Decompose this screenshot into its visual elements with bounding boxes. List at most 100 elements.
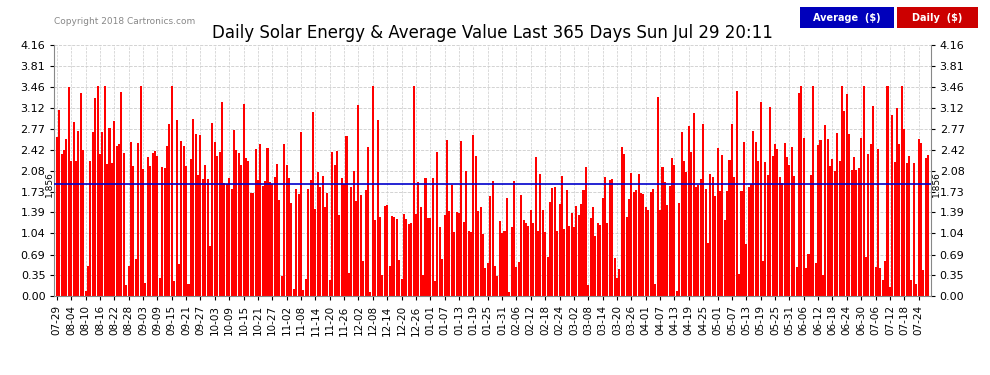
Bar (202, 178, 204, 296)
Bar (793, 176, 795, 296)
Bar (448, 211, 450, 296)
Bar (582, 190, 584, 296)
Bar (379, 217, 381, 296)
Bar (781, 183, 783, 296)
Bar (688, 126, 690, 296)
Bar (126, 285, 128, 296)
Bar (882, 280, 884, 296)
Bar (928, 155, 930, 296)
Bar (815, 263, 817, 296)
Bar (553, 188, 555, 296)
Bar (850, 170, 852, 296)
Bar (479, 207, 481, 296)
Bar (659, 210, 661, 296)
Bar (281, 276, 283, 296)
Bar (413, 86, 415, 296)
Bar (391, 216, 393, 296)
Bar (236, 150, 238, 296)
Bar (742, 142, 744, 296)
Bar (726, 191, 728, 296)
Bar (661, 167, 663, 296)
Bar (602, 198, 604, 296)
Bar (649, 192, 651, 296)
Bar (209, 246, 211, 296)
Bar (619, 269, 621, 296)
Bar (298, 194, 300, 296)
Bar (626, 217, 628, 296)
Bar (848, 134, 850, 296)
Bar (82, 150, 84, 296)
Bar (690, 152, 692, 296)
Bar (525, 224, 527, 296)
Bar (621, 147, 623, 296)
Bar (65, 139, 67, 296)
Bar (734, 177, 736, 296)
Bar (145, 283, 147, 296)
Bar (817, 145, 819, 296)
Bar (587, 285, 589, 296)
Bar (631, 173, 633, 296)
Bar (293, 289, 295, 296)
Bar (769, 107, 771, 296)
Bar (759, 102, 761, 296)
Bar (374, 220, 376, 296)
Bar (714, 196, 716, 296)
Bar (288, 178, 290, 296)
Bar (870, 144, 872, 296)
Bar (432, 178, 434, 296)
Bar (705, 189, 707, 296)
Bar (228, 178, 231, 296)
Bar (599, 225, 601, 296)
Bar (319, 187, 321, 296)
Bar (339, 215, 341, 296)
Bar (717, 148, 719, 296)
Bar (482, 234, 484, 296)
Bar (697, 185, 699, 296)
Bar (403, 214, 405, 296)
Bar (822, 274, 824, 296)
Bar (886, 86, 889, 296)
Bar (808, 254, 810, 296)
Bar (283, 144, 285, 296)
Bar (513, 182, 515, 296)
Bar (578, 215, 580, 296)
Bar (439, 227, 441, 296)
Bar (80, 93, 82, 296)
Bar (317, 172, 319, 296)
Bar (55, 136, 57, 296)
Bar (925, 159, 927, 296)
Bar (805, 268, 807, 296)
Bar (362, 261, 364, 296)
Bar (437, 152, 439, 296)
Bar (628, 200, 630, 296)
Bar (860, 138, 862, 296)
Bar (518, 262, 520, 296)
Bar (611, 178, 613, 296)
Bar (671, 158, 673, 296)
Bar (106, 164, 108, 296)
Bar (405, 219, 407, 296)
Bar (783, 143, 786, 296)
Bar (207, 179, 209, 296)
Bar (791, 147, 793, 296)
Bar (166, 146, 168, 296)
Bar (252, 193, 254, 296)
Bar (842, 86, 843, 296)
Bar (477, 211, 479, 296)
Text: 1.856: 1.856 (932, 171, 940, 197)
Bar (484, 268, 486, 296)
Bar (173, 281, 175, 296)
Bar (834, 171, 836, 296)
Bar (84, 291, 86, 296)
Bar (771, 156, 773, 296)
Bar (475, 156, 477, 296)
Bar (533, 224, 535, 296)
Bar (219, 152, 221, 296)
Bar (487, 263, 489, 296)
Bar (87, 266, 89, 296)
Bar (398, 260, 400, 296)
Bar (643, 194, 644, 296)
Bar (862, 86, 864, 296)
Bar (92, 132, 94, 296)
Bar (779, 177, 781, 296)
